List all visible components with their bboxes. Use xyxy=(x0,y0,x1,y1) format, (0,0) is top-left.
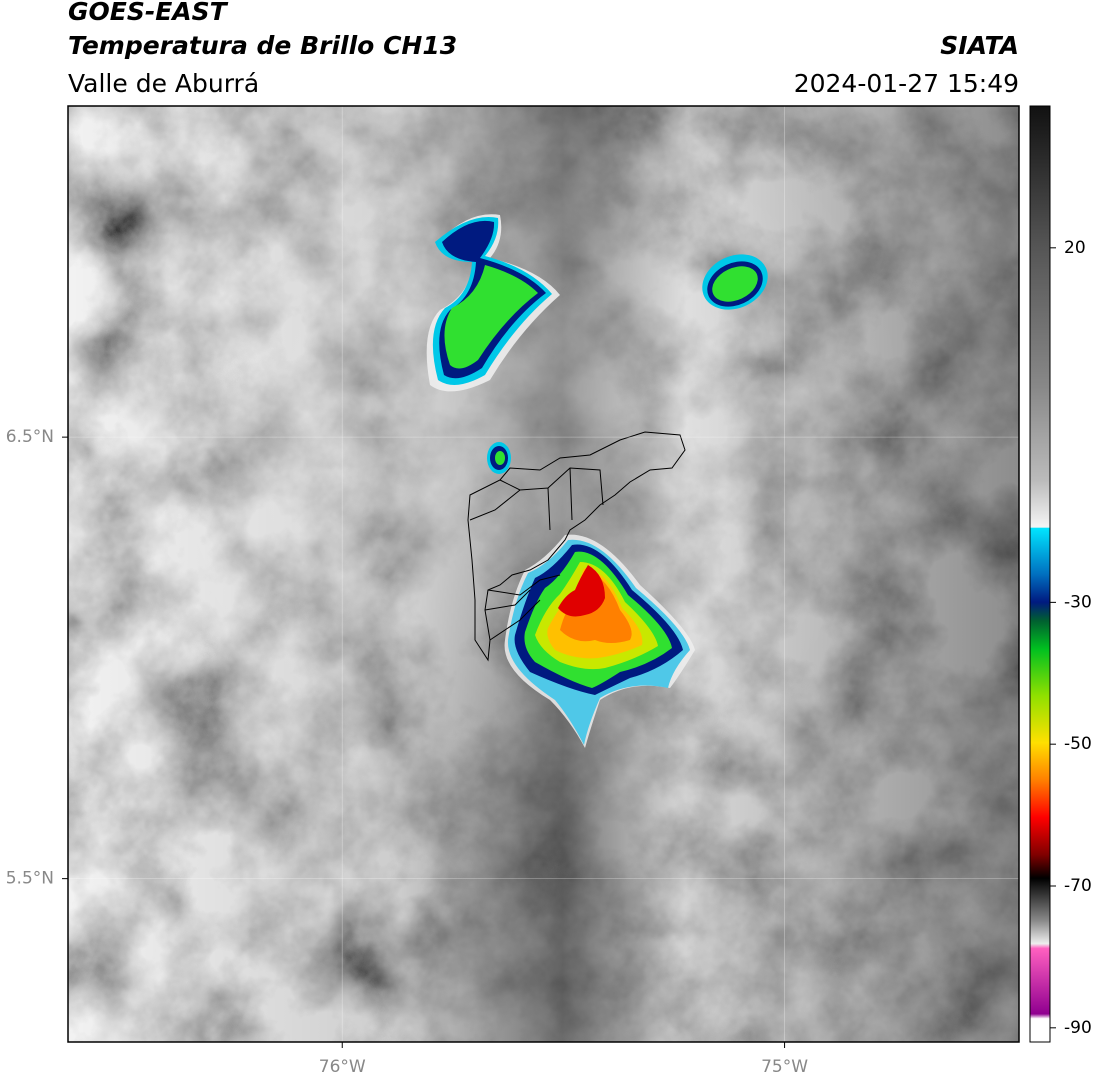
colorbar-tick-label: 20 xyxy=(1064,238,1086,258)
storm-cell xyxy=(504,534,695,748)
title: GOES-EAST xyxy=(68,0,229,26)
graticule: 76°W 75°W 6.5°N 5.5°N xyxy=(6,106,1019,1077)
boundaries xyxy=(467,431,686,662)
storm-cell xyxy=(426,214,560,392)
region: Valle de Aburrá xyxy=(68,69,259,98)
x-tick-label: 75°W xyxy=(761,1057,808,1077)
colorbar-tick-label: -70 xyxy=(1064,876,1092,896)
storm-cell xyxy=(702,254,768,310)
y-tick-label: 6.5°N xyxy=(6,427,54,447)
colorbar-ticks: 20 -30 -50 -70 -90 xyxy=(1050,238,1092,1038)
x-tick-label: 76°W xyxy=(319,1057,366,1077)
source: SIATA xyxy=(940,31,1019,60)
colorbar xyxy=(1029,105,1051,1043)
colorbar-tick-label: -50 xyxy=(1064,734,1092,754)
datetime: 2024-01-27 15:49 xyxy=(794,69,1019,98)
satellite-image xyxy=(68,106,1019,1042)
colorbar-tick-label: -90 xyxy=(1064,1018,1092,1038)
storm-cell xyxy=(487,442,511,474)
y-tick-label: 5.5°N xyxy=(6,869,54,889)
subtitle: Temperatura de Brillo CH13 xyxy=(68,31,457,60)
map-frame xyxy=(67,105,1020,1043)
colorbar-tick-label: -30 xyxy=(1064,592,1092,612)
